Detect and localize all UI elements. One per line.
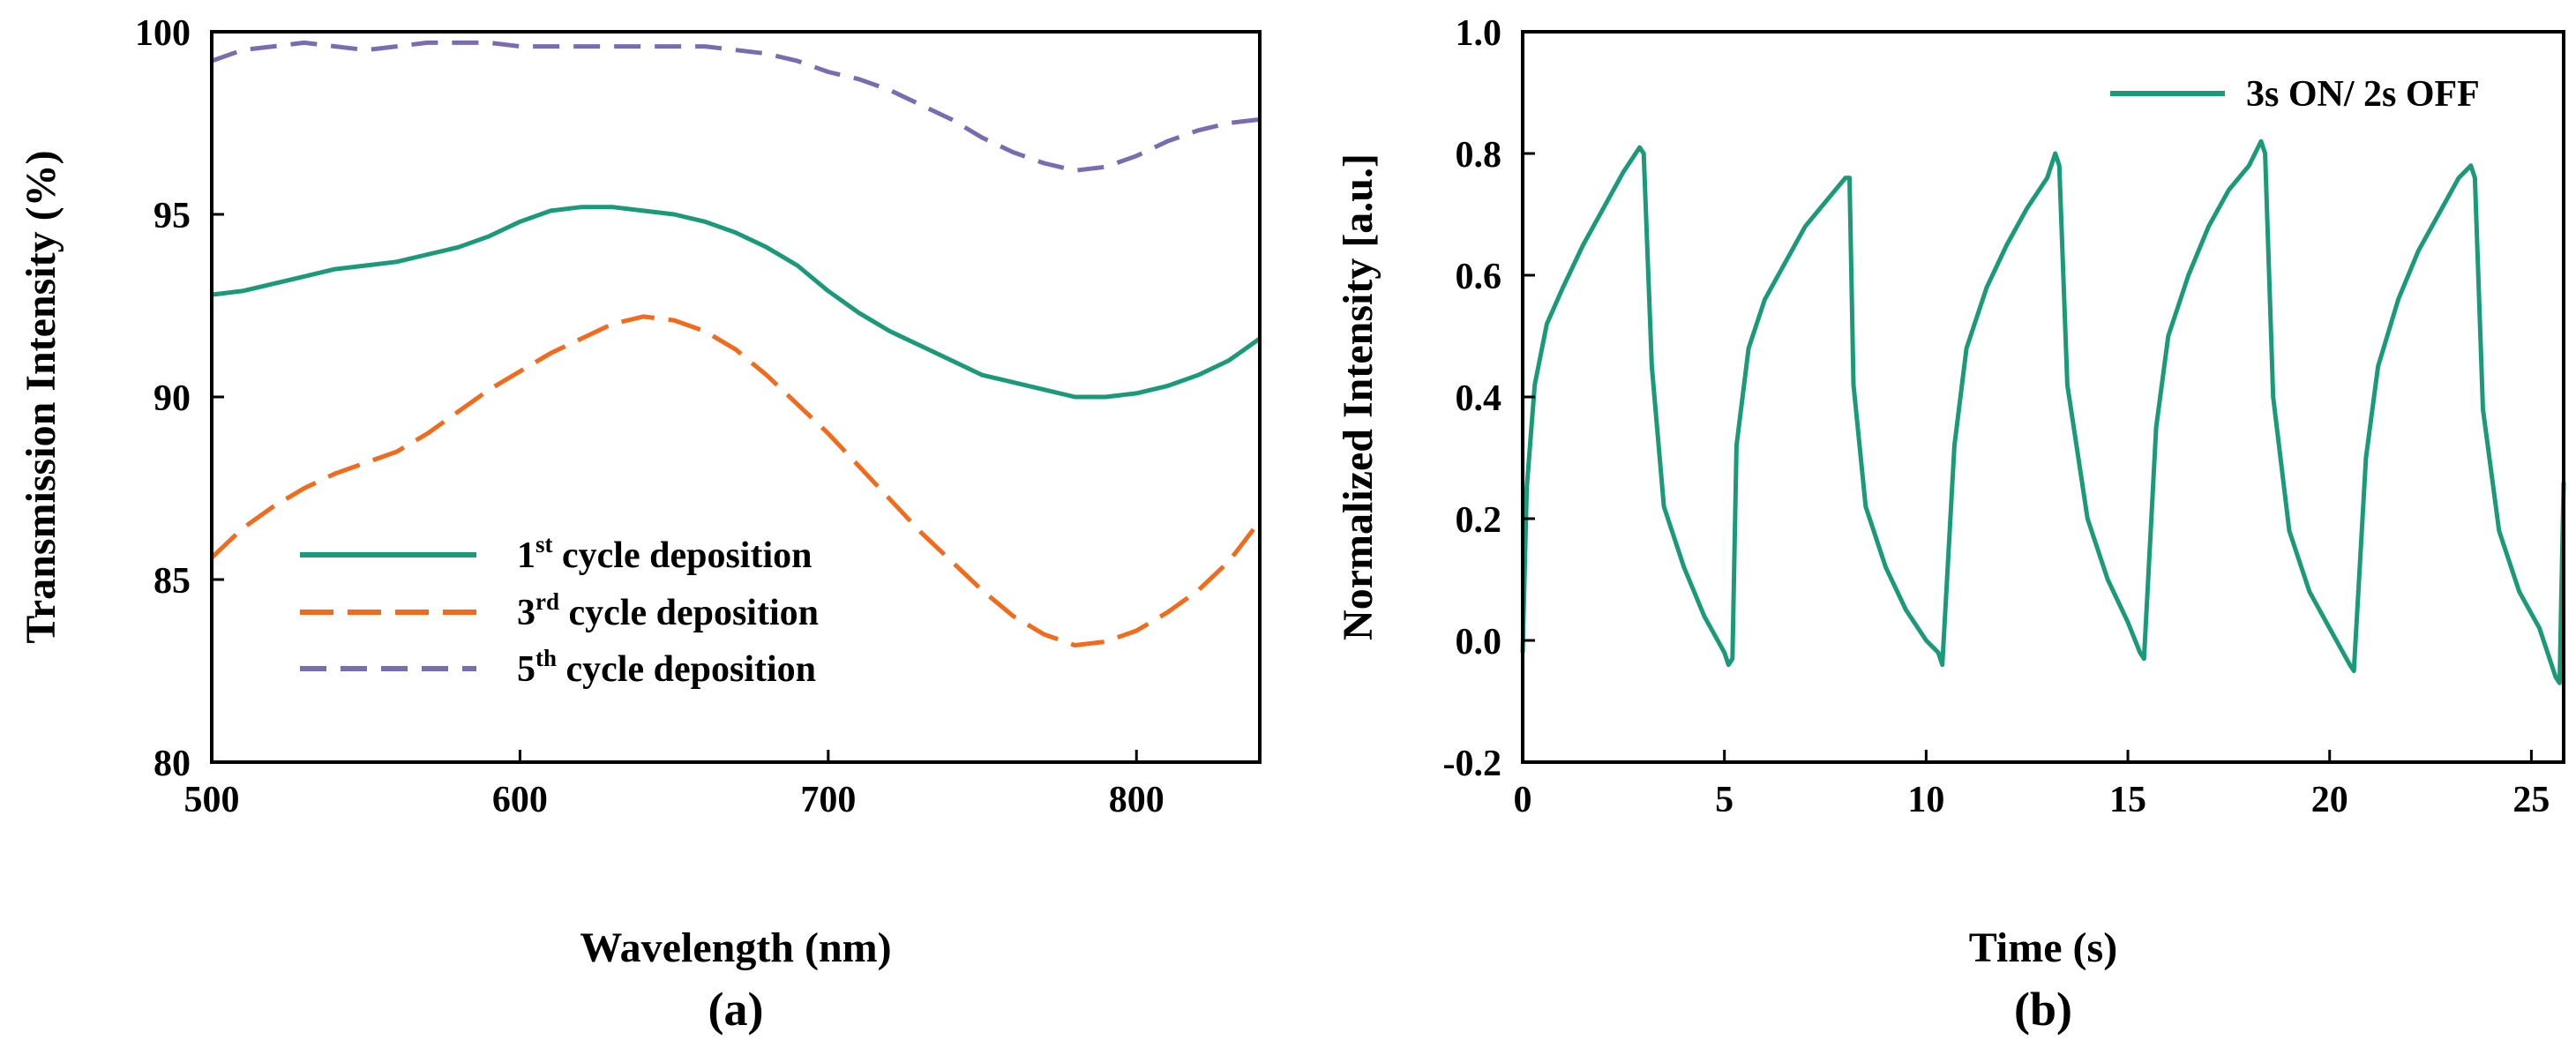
panel-b-x-tick-label: 0 (1514, 780, 1532, 820)
panel-a-caption: (a) (708, 983, 764, 1036)
legend-sup-3rd: rd (535, 588, 559, 615)
legend-entry-3rd-cycle: 3rd cycle deposition (300, 588, 819, 633)
panel-b-y-tick-label: -0.2 (1443, 744, 1502, 784)
panel-b-x-tick-label: 5 (1715, 780, 1734, 820)
legend-entry-5th-cycle: 5th cycle deposition (300, 645, 816, 690)
legend-label-5th-cycle: 5th cycle deposition (517, 645, 816, 690)
panel-b-ticks: 0 5 10 15 20 25 -0.2 0.0 0.2 0.4 0.6 0.8 1.0 (1443, 13, 2550, 820)
panel-a-legend: 1st cycle deposition 3rd cycle depositio… (300, 531, 819, 690)
panel-b-x-tick-label: 15 (2109, 780, 2146, 820)
panel-a-y-tick-label: 90 (154, 378, 191, 419)
panel-a-x-axis-label: Wavelength (nm) (580, 924, 891, 971)
panel-a-y-tick-label: 95 (154, 196, 191, 236)
panel-b-series-1-line (1520, 138, 2566, 685)
panel-a-y-tick-label: 80 (154, 744, 191, 784)
panel-b-y-tick-label: 0.8 (1456, 135, 1502, 176)
legend-label-3rd-cycle: 3rd cycle deposition (517, 588, 819, 633)
panel-b-x-tick-label: 20 (2311, 780, 2348, 820)
panel-a-series-2-line (210, 314, 1262, 647)
panel-a-y-axis-label: Transmission Intensity (%) (18, 150, 64, 643)
panel-b-x-tick-label: 25 (2512, 780, 2550, 820)
legend-num-1st: 1 (517, 535, 535, 576)
legend-num-3rd: 3 (517, 593, 535, 633)
panel-b-y-tick-label: 0.6 (1456, 257, 1502, 297)
panel-b-y-tick-label: 1.0 (1456, 13, 1502, 54)
panel-a-x-tick-label: 600 (492, 780, 548, 820)
panel-a-y-tick-label: 100 (135, 13, 191, 54)
legend-label-3s-on-2s-off: 3s ON/ 2s OFF (2246, 74, 2480, 115)
legend-entry-1st-cycle: 1st cycle deposition (300, 531, 812, 576)
legend-rest-5th: cycle deposition (557, 649, 816, 690)
legend-sup-1st: st (535, 531, 553, 557)
panel-a-x-tick-label: 700 (800, 780, 856, 820)
panel-b-y-tick-label: 0.4 (1456, 378, 1502, 419)
panel-b-caption: (b) (2014, 983, 2072, 1036)
panel-b-lines (1520, 138, 2566, 685)
panel-a-y-tick-label: 85 (154, 561, 191, 602)
panel-b-y-tick-label: 0.0 (1456, 622, 1502, 662)
legend-num-5th: 5 (517, 649, 535, 690)
panel-b-y-tick-label: 0.2 (1456, 500, 1502, 541)
panel-b-frame (1521, 30, 2565, 764)
legend-rest-1st: cycle deposition (553, 535, 812, 576)
legend-label-1st-cycle: 1st cycle deposition (517, 531, 812, 576)
panel-b-legend: 3s ON/ 2s OFF (2110, 74, 2480, 115)
panel-b-x-axis-label: Time (s) (1969, 924, 2117, 971)
panel-a-series-1-line (211, 205, 1262, 400)
panel-b: 0 5 10 15 20 25 -0.2 0.0 0.2 0.4 0.6 0.8 1.0 Time (s… (1335, 13, 2566, 1036)
panel-a-x-tick-label: 800 (1109, 780, 1164, 820)
legend-rest-3rd: cycle deposition (559, 593, 819, 633)
panel-a-series-3-line (211, 40, 1261, 173)
legend-sup-5th: th (535, 645, 557, 671)
panel-b-y-axis-label: Normalized Intensity [a.u.] (1335, 153, 1382, 640)
panel-a-lines (210, 40, 1262, 647)
panel-b-x-tick-label: 10 (1907, 780, 1944, 820)
panel-a-ticks: 500 600 700 800 80 85 90 95 100 (135, 13, 1164, 820)
panel-a-x-tick-label: 500 (184, 780, 240, 820)
